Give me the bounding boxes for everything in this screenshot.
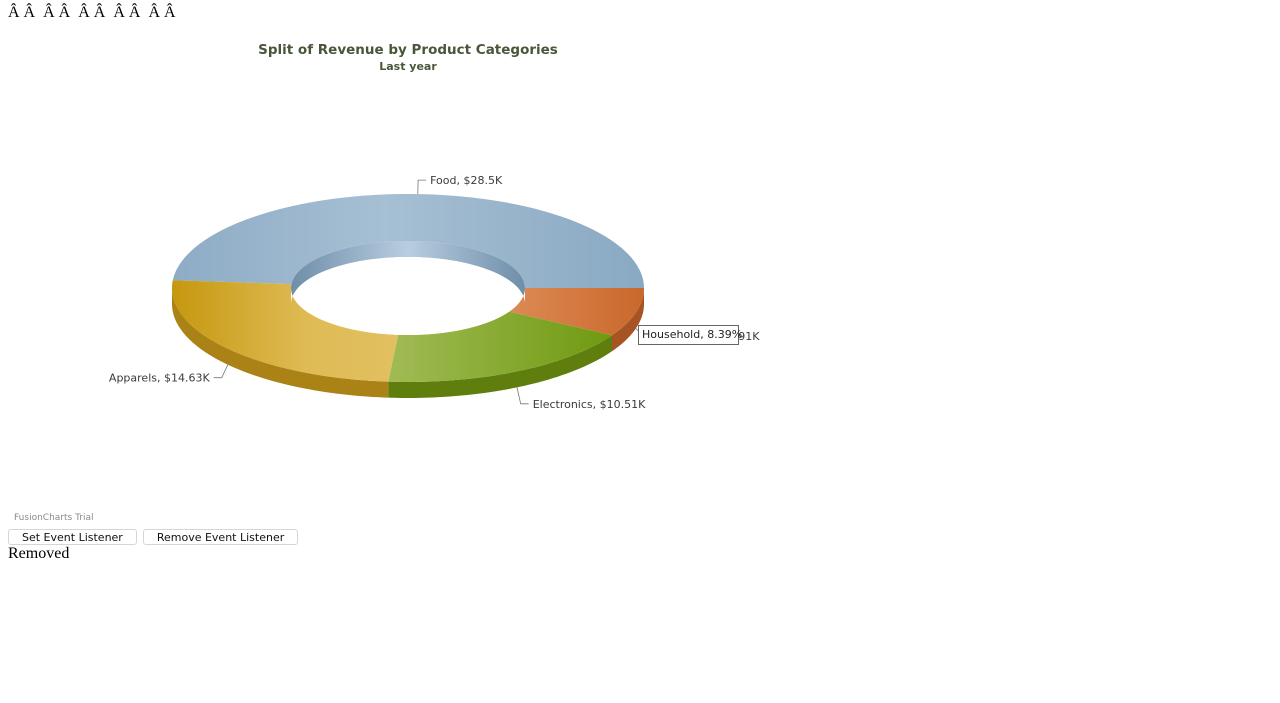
tooltip-text: Household, 8.39% bbox=[642, 328, 742, 341]
doughnut-top-faces bbox=[172, 194, 644, 382]
doughnut-hole bbox=[291, 257, 525, 335]
chart-subtitle: Last year bbox=[379, 60, 437, 73]
leader-line-apparels bbox=[213, 364, 229, 379]
button-row: Set Event Listener Remove Event Listener bbox=[8, 529, 299, 545]
slice-label-electronics: Electronics, $10.51K bbox=[533, 398, 646, 411]
side-wall-apparels bbox=[172, 288, 389, 398]
remove-event-listener-button[interactable]: Remove Event Listener bbox=[142, 529, 299, 545]
chart-svg: Split of Revenue by Product Categories L… bbox=[14, 42, 760, 523]
leader-line-food bbox=[417, 179, 427, 195]
doughnut-side-walls bbox=[172, 288, 644, 398]
side-wall-electronics bbox=[388, 335, 612, 398]
slice-label-apparels: Apparels, $14.63K bbox=[109, 372, 211, 385]
doughnut-chart: Split of Revenue by Product Categories L… bbox=[0, 30, 820, 530]
fusioncharts-watermark: FusionCharts Trial bbox=[14, 513, 93, 523]
doughnut-inner-wall bbox=[291, 241, 525, 304]
set-event-listener-button[interactable]: Set Event Listener bbox=[8, 529, 137, 545]
tooltip: Household, 8.39% bbox=[638, 325, 742, 345]
status-text: Removed bbox=[8, 545, 70, 562]
side-wall-household bbox=[611, 288, 644, 352]
chart-title: Split of Revenue by Product Categories bbox=[258, 42, 558, 58]
inner-hole-wall bbox=[291, 241, 525, 304]
leader-line-electronics bbox=[516, 387, 529, 405]
slice-label-food: Food, $28.5K bbox=[430, 174, 503, 187]
slice-household[interactable] bbox=[509, 288, 644, 336]
slice-food[interactable] bbox=[172, 194, 644, 288]
slice-electronics[interactable] bbox=[388, 311, 612, 382]
slice-apparels[interactable] bbox=[172, 280, 399, 382]
garbled-header-text: Â Â Â Â Â Â Â Â Â Â bbox=[8, 4, 176, 21]
